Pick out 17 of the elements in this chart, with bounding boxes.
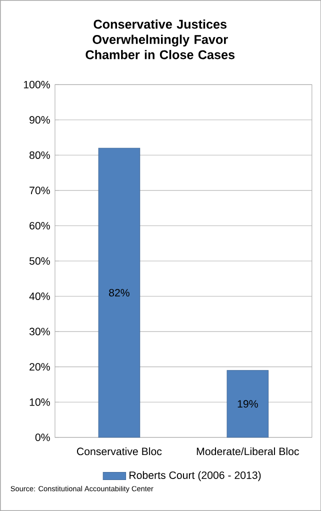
y-tick-label: 40% xyxy=(29,292,50,300)
y-tick-label: 0% xyxy=(35,434,50,442)
y-tick-label: 20% xyxy=(29,363,50,371)
y-tick-label: 50% xyxy=(29,257,50,265)
y-tick-label: 80% xyxy=(29,151,50,159)
chart-title: Conservative Justices Overwhelmingly Favor Chamber in Close Cases xyxy=(86,19,234,60)
data-label: 82% xyxy=(108,288,130,296)
y-tick-label: 90% xyxy=(29,116,50,124)
y-tick-label: 30% xyxy=(29,328,50,336)
y-tick-label: 70% xyxy=(29,186,50,194)
legend-label: Roberts Court (2006 - 2013) xyxy=(129,471,261,482)
x-tick-label: Moderate/Liberal Bloc xyxy=(196,447,299,456)
y-tick-label: 60% xyxy=(29,222,50,230)
x-tick-label: Conservative Bloc xyxy=(76,447,162,456)
y-tick-label: 100% xyxy=(24,80,50,88)
y-tick-label: 10% xyxy=(30,398,50,406)
data-label: 19% xyxy=(238,400,258,408)
